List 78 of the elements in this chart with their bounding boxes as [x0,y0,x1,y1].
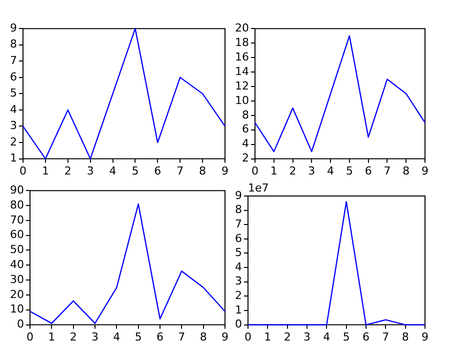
y-tick-label: 4 [10,102,17,116]
y-tick-label: 7 [10,54,17,68]
x-tick-label: 7 [384,164,391,178]
y-tick-label: 8 [235,203,242,216]
y-tick-label: 50 [10,243,24,256]
x-tick-label: 1 [42,164,49,178]
y-tick-label: 14 [234,64,249,78]
y-tick-label: 6 [242,122,249,136]
y-tick-label: 30 [10,272,24,286]
y-tick-label: 0 [235,318,242,331]
y-tick-label: 2 [10,135,17,148]
x-tick-label: 4 [109,164,116,178]
x-tick-label: 2 [64,164,72,178]
x-tick-label: 9 [222,330,228,344]
x-tick-label: 2 [284,330,291,344]
y-tick-label: 9 [235,188,242,202]
y-tick-label: 4 [242,137,249,150]
y-tick-label: 16 [234,50,249,64]
x-tick-label: 5 [132,164,139,178]
x-tick-label: 9 [422,330,428,344]
y-tick-label: 9 [10,21,17,34]
y-tick-label: 10 [10,302,24,316]
x-tick-label: 4 [323,330,330,344]
x-tick-label: 3 [86,164,94,178]
y-tick-label: 60 [10,228,24,242]
y-tick-label: 3 [10,119,17,132]
y-tick-label: 2 [235,289,242,302]
y-tick-label: 5 [235,246,242,260]
y-tick-label: 12 [234,79,249,92]
y-tick-label: 4 [235,260,242,274]
y-tick-label: 8 [10,38,17,51]
x-tick-label: 1 [264,330,272,344]
y-tick-label: 90 [10,183,24,196]
y-tick-label: 70 [10,213,24,226]
x-tick-label: 7 [382,330,390,344]
x-tick-label: 0 [251,164,258,178]
x-tick-label: 6 [154,164,162,178]
y-tick-label: 5 [10,86,17,100]
x-tick-label: 5 [342,330,350,344]
y-tick-label: 6 [10,70,17,84]
x-tick-label: 7 [176,164,184,178]
x-tick-label: 8 [402,330,409,344]
x-tick-label: 6 [364,164,372,178]
x-tick-label: 3 [304,330,310,344]
x-tick-label: 2 [289,164,296,178]
y-tick-label: 1 [10,152,17,165]
y-tick-label: 10 [234,94,249,107]
y-tick-label: 8 [242,108,249,122]
y-tick-label: 80 [10,198,24,212]
y-tick-label: 7 [235,217,242,230]
x-tick-label: 8 [200,330,207,344]
x-tick-label: 7 [178,330,186,344]
y-tick-label: 18 [234,36,249,49]
y-tick-label: 3 [235,274,242,288]
x-tick-label: 8 [402,164,410,178]
y-tick-label: 0 [16,318,24,331]
x-tick-label: 1 [48,330,56,344]
y-tick-label: 40 [10,258,24,272]
x-tick-label: 0 [26,330,34,344]
x-tick-label: 4 [113,330,120,344]
y-tick-label: 20 [10,288,24,301]
y-tick-label: 2 [242,152,249,165]
x-tick-label: 8 [199,164,206,178]
x-tick-label: 6 [156,330,164,344]
x-tick-label: 5 [134,330,142,344]
x-tick-label: 9 [222,164,228,178]
text: 1e7 [248,181,269,194]
y-tick-label: 20 [234,21,249,34]
x-tick-label: 4 [327,164,334,178]
x-tick-label: 9 [422,164,428,178]
y-tick-label: 1 [235,303,242,316]
x-tick-label: 3 [92,330,98,344]
x-tick-label: 2 [70,330,77,344]
x-tick-label: 3 [308,164,316,178]
x-tick-label: 1 [270,164,278,178]
y-tick-label: 6 [235,232,242,245]
x-tick-label: 5 [346,164,353,178]
x-tick-label: 6 [362,330,370,344]
